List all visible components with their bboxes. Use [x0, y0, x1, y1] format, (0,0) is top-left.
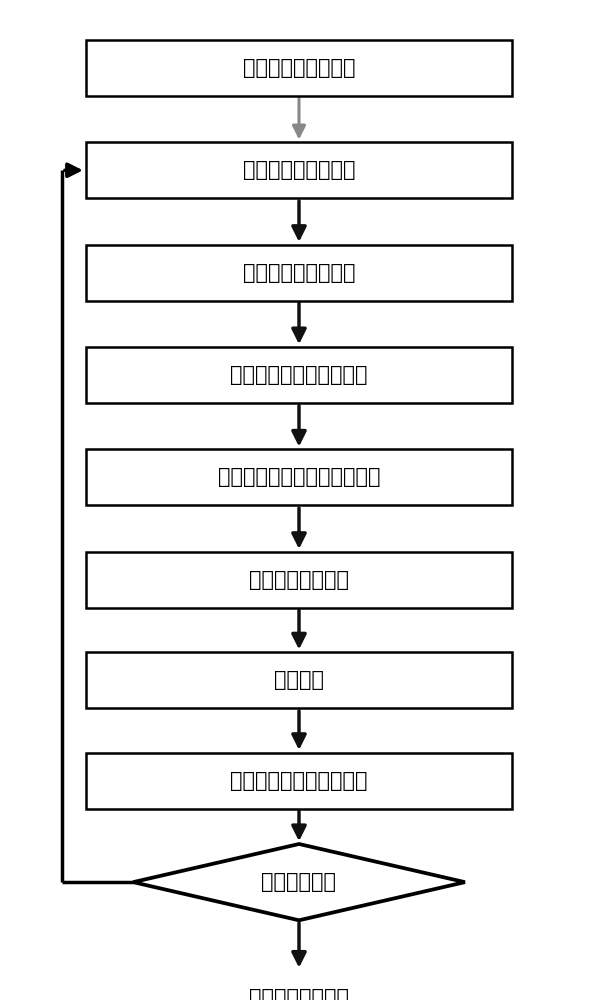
- FancyBboxPatch shape: [86, 971, 512, 1000]
- Text: 更新数据结构和存储信息: 更新数据结构和存储信息: [230, 771, 368, 791]
- FancyBboxPatch shape: [86, 142, 512, 198]
- Text: 重新计算光照空间: 重新计算光照空间: [249, 570, 349, 590]
- Text: 计算光照资源的获取: 计算光照资源的获取: [243, 160, 355, 180]
- Text: 计算半径: 计算半径: [274, 670, 324, 690]
- Text: 输出数字树木模型: 输出数字树木模型: [249, 988, 349, 1000]
- FancyBboxPatch shape: [86, 245, 512, 301]
- Text: 计算光照资源的分配: 计算光照资源的分配: [243, 263, 355, 283]
- Text: 停止模拟生长: 停止模拟生长: [261, 872, 337, 892]
- FancyBboxPatch shape: [86, 652, 512, 708]
- FancyBboxPatch shape: [86, 552, 512, 608]
- Polygon shape: [133, 844, 465, 920]
- FancyBboxPatch shape: [86, 449, 512, 505]
- FancyBboxPatch shape: [86, 753, 512, 809]
- FancyBboxPatch shape: [86, 347, 512, 403]
- Text: 优化分枝方向，生成新的分枝: 优化分枝方向，生成新的分枝: [218, 467, 380, 487]
- FancyBboxPatch shape: [86, 40, 512, 96]
- Text: 设置生长环境与参数: 设置生长环境与参数: [243, 58, 355, 78]
- Text: 用生长方程约束树木生长: 用生长方程约束树木生长: [230, 365, 368, 385]
